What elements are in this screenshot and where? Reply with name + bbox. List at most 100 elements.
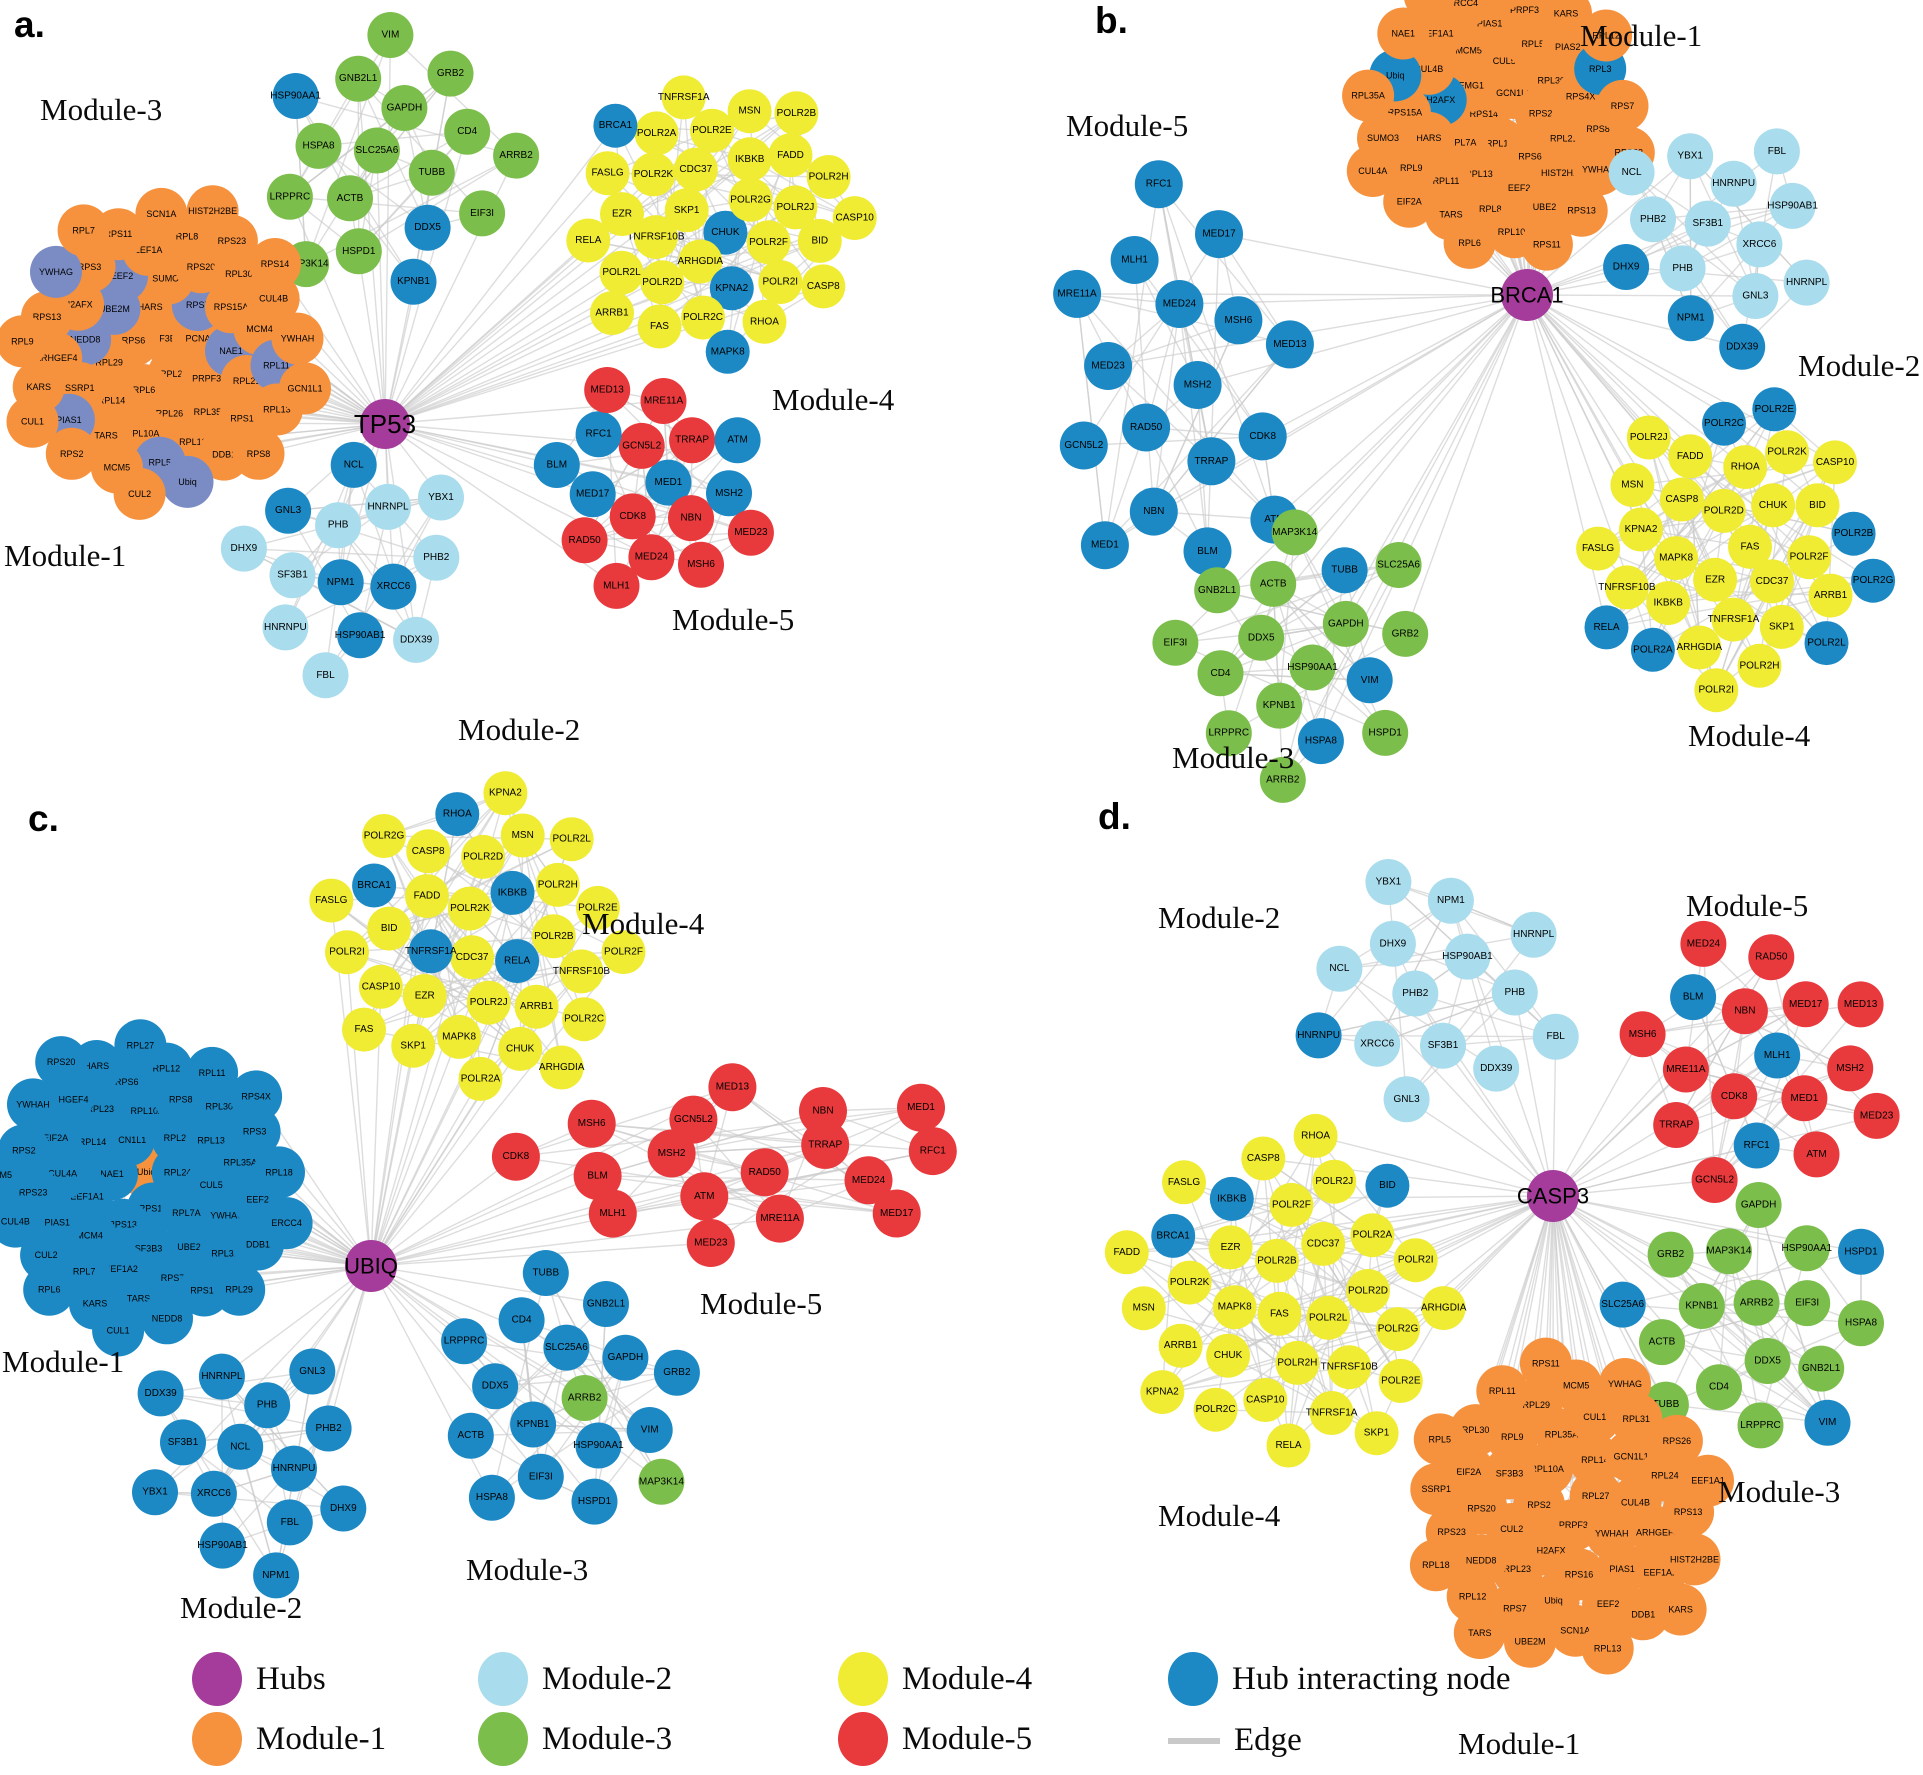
node-circle-RPS4X[interactable] [230,1070,283,1123]
node-circle-MED17[interactable] [872,1189,921,1238]
node-circle-FADD[interactable] [1104,1230,1149,1275]
node-circle-BLM[interactable] [573,1151,622,1200]
node-circle-MED1[interactable] [645,459,692,506]
node-circle-BRCA1[interactable] [1151,1213,1196,1258]
node-circle-MED17[interactable] [1195,210,1243,259]
node-circle-POLR2E[interactable] [1752,387,1797,432]
node-circle-POLR2A[interactable] [1350,1213,1395,1258]
node-circle-DHX9[interactable] [1369,920,1416,967]
hub-circle-BRCA1[interactable] [1501,269,1553,321]
node-circle-RELA[interactable] [566,218,611,263]
node-circle-CD4[interactable] [1197,650,1244,697]
node-circle-RPL11[interactable] [186,1046,239,1099]
node-circle-ARHGDIA[interactable] [678,239,723,284]
node-circle-RPS8[interactable] [232,427,285,480]
node-circle-FASLG[interactable] [585,151,630,196]
node-circle-KPNB1[interactable] [510,1401,557,1448]
node-circle-POLR2A[interactable] [634,111,679,156]
node-circle-SKP1[interactable] [1759,604,1804,649]
node-circle-DDX39[interactable] [1719,323,1766,370]
node-circle-BID[interactable] [1795,483,1840,528]
node-circle-POLR2E[interactable] [1378,1358,1423,1403]
node-circle-MED23[interactable] [727,509,774,556]
node-circle-BID[interactable] [1365,1163,1410,1208]
node-circle-RPL5[interactable] [1413,1413,1466,1466]
node-circle-EIF3I[interactable] [1152,619,1199,666]
node-circle-GCN5L2[interactable] [618,422,665,469]
node-circle-KARS[interactable] [1540,0,1592,40]
node-circle-FAS[interactable] [637,304,682,349]
node-circle-RPL18[interactable] [1409,1539,1462,1592]
node-circle-MSN[interactable] [1610,463,1655,507]
hub-circle-UBIQ[interactable] [345,1240,397,1292]
node-circle-CUL4B[interactable] [0,1195,42,1248]
node-circle-TRRAP[interactable] [1653,1102,1700,1148]
node-circle-RPL23[interactable] [1477,0,1529,11]
node-circle-IKBKB[interactable] [727,137,772,182]
node-circle-GAPDH[interactable] [1322,600,1369,647]
node-circle-DDX5[interactable] [404,204,451,251]
node-circle-MAPK8[interactable] [705,329,750,374]
node-circle-HSPA8[interactable] [468,1474,515,1521]
node-circle-MED1[interactable] [897,1083,945,1132]
node-circle-FAS[interactable] [1257,1291,1302,1336]
node-circle-KPNB1[interactable] [390,258,437,305]
node-circle-CD4[interactable] [1696,1364,1742,1411]
node-circle-HSP90AB1[interactable] [1769,182,1816,229]
node-circle-RPL7[interactable] [57,204,110,257]
node-circle-MAPK8[interactable] [437,1014,482,1059]
node-circle-Ubiq[interactable] [161,455,214,508]
node-circle-ATM[interactable] [680,1172,729,1221]
node-circle-RELA[interactable] [1266,1423,1311,1468]
node-circle-HNRNPL[interactable] [1783,259,1830,306]
node-circle-PRPF3[interactable] [1498,0,1551,37]
node-circle-POLR2G[interactable] [1851,558,1896,603]
node-circle-CUL4A[interactable] [1346,145,1399,197]
node-circle-POLR2E[interactable] [575,885,620,930]
node-circle-CASP8[interactable] [1241,1136,1286,1181]
node-circle-FAS[interactable] [342,1007,386,1052]
node-circle-FBL[interactable] [1532,1013,1579,1060]
node-circle-TNFRSF1A[interactable] [1309,1391,1354,1435]
node-circle-POLR2F[interactable] [746,220,791,265]
node-circle-FASLG[interactable] [1162,1160,1206,1205]
node-circle-MSN[interactable] [1121,1286,1166,1331]
node-circle-DHX9[interactable] [1603,244,1650,290]
node-circle-POLR2E[interactable] [690,108,734,153]
node-circle-MRE11A[interactable] [1053,269,1102,318]
node-circle-ACTB[interactable] [1639,1319,1685,1366]
node-circle-HSPD1[interactable] [335,228,382,275]
node-circle-CASP8[interactable] [1659,477,1704,522]
node-circle-MSH2[interactable] [1173,361,1222,409]
node-circle-TUBB[interactable] [408,149,455,196]
node-circle-GRB2[interactable] [427,50,474,97]
node-circle-RAD50[interactable] [561,517,608,564]
node-circle-HSPA8[interactable] [1297,718,1344,765]
node-circle-HSPD1[interactable] [1362,709,1409,756]
node-circle-XRCC6[interactable] [370,563,417,610]
node-circle-ACTB[interactable] [327,175,373,222]
node-circle-EIF3I[interactable] [517,1453,564,1500]
node-circle-ARHGDIA[interactable] [539,1045,584,1090]
node-circle-HSP90AA1[interactable] [1783,1225,1830,1272]
node-circle-FASLG[interactable] [309,878,354,923]
node-circle-NPM1[interactable] [1427,877,1474,924]
node-circle-YBX1[interactable] [1667,133,1714,180]
node-circle-CASP8[interactable] [406,829,451,874]
node-circle-SLC25A6[interactable] [1599,1281,1646,1328]
node-circle-LRPPRC[interactable] [1737,1402,1784,1449]
node-circle-ARHGDIA[interactable] [1677,625,1722,670]
node-circle-POLR2F[interactable] [1269,1182,1314,1227]
node-circle-MSH6[interactable] [678,541,724,588]
node-circle-DDX5[interactable] [1744,1338,1791,1384]
node-circle-POLR2B[interactable] [774,91,819,136]
node-circle-NPM1[interactable] [317,559,364,606]
node-circle-IKBKB[interactable] [1209,1176,1254,1221]
node-circle-TNFRSF1A[interactable] [408,929,453,974]
node-circle-KPNA2[interactable] [1619,507,1663,552]
node-circle-ACTB[interactable] [1250,560,1297,607]
node-circle-GNL3[interactable] [1732,273,1779,319]
node-circle-RPS14[interactable] [249,238,301,290]
node-circle-RHOA[interactable] [742,299,787,344]
node-circle-BID[interactable] [367,906,412,951]
